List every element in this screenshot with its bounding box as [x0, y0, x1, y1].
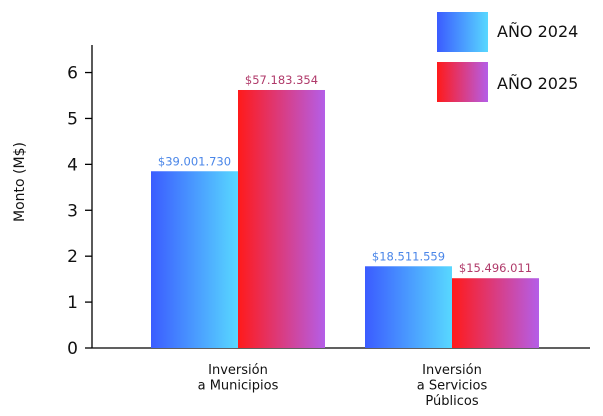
legend-swatch — [437, 12, 488, 52]
bar — [238, 89, 325, 348]
y-tick-label: 1 — [67, 293, 78, 313]
bar-value-label: $57.183.354 — [245, 73, 318, 87]
x-category-label: Inversión a Servicios Públicos — [417, 363, 488, 409]
bar — [151, 171, 238, 348]
bars — [151, 89, 539, 348]
bar — [365, 266, 452, 348]
y-axis-title: Monto (M$) — [12, 142, 28, 222]
y-tick-label: 0 — [67, 339, 78, 359]
legend-label: AÑO 2025 — [497, 74, 578, 93]
y-tick-label: 2 — [67, 247, 78, 267]
y-tick-label: 3 — [67, 201, 78, 221]
x-category-label: Inversión a Municipios — [198, 363, 279, 394]
y-tick-label: 4 — [67, 155, 78, 175]
y-tick-label: 5 — [67, 109, 78, 129]
data-labels: $39.001.730 $57.183.354 $18.511.559 $15.496… — [158, 73, 532, 275]
legend-swatch — [437, 62, 488, 102]
legend-label: AÑO 2024 — [497, 22, 578, 41]
bar-value-label: $15.496.011 — [459, 261, 532, 275]
bar-value-label: $39.001.730 — [158, 154, 231, 168]
category-labels: Inversión a Municipios Inversión a Servicio… — [198, 363, 488, 409]
bar — [452, 278, 539, 348]
legend: AÑO 2024 AÑO 2025 — [437, 12, 578, 102]
y-tick-label: 6 — [67, 64, 78, 84]
bar-value-label: $18.511.559 — [372, 249, 445, 263]
